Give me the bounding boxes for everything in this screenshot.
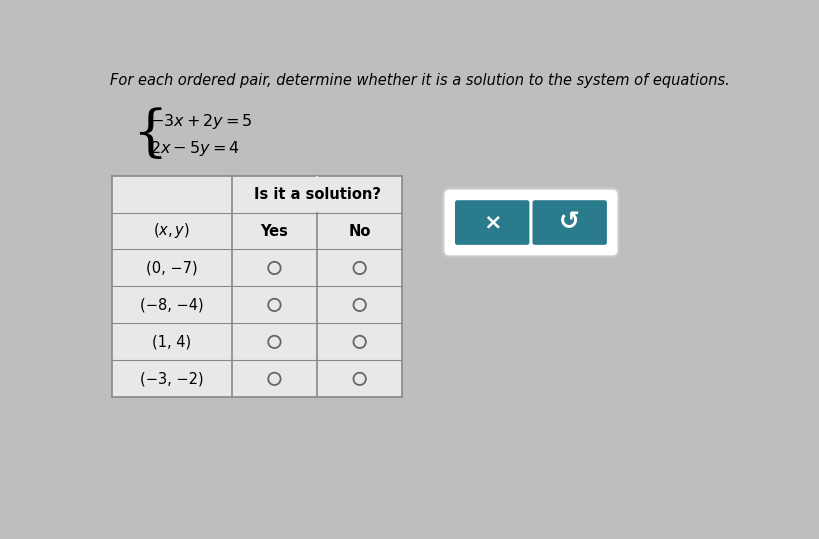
Text: (−3, −2): (−3, −2) xyxy=(140,371,204,386)
Text: {: { xyxy=(132,108,167,162)
Text: ×: × xyxy=(483,212,501,232)
Text: $-3x+2y=5$: $-3x+2y=5$ xyxy=(151,112,253,131)
Text: (−8, −4): (−8, −4) xyxy=(140,298,204,313)
Text: (0, −7): (0, −7) xyxy=(146,260,197,275)
FancyBboxPatch shape xyxy=(443,189,618,257)
Text: For each ordered pair, determine whether it is a solution to the system of equat: For each ordered pair, determine whether… xyxy=(110,73,730,88)
Text: (1, 4): (1, 4) xyxy=(152,334,192,349)
Text: $(x, y)$: $(x, y)$ xyxy=(153,222,190,240)
Text: $2x-5y=4$: $2x-5y=4$ xyxy=(151,139,240,158)
Bar xyxy=(111,176,402,397)
Bar xyxy=(316,176,318,212)
Text: Yes: Yes xyxy=(260,224,288,238)
FancyBboxPatch shape xyxy=(532,200,607,245)
FancyBboxPatch shape xyxy=(455,200,529,245)
Text: No: No xyxy=(349,224,371,238)
Text: Is it a solution?: Is it a solution? xyxy=(254,186,381,202)
Text: ↺: ↺ xyxy=(559,211,580,234)
